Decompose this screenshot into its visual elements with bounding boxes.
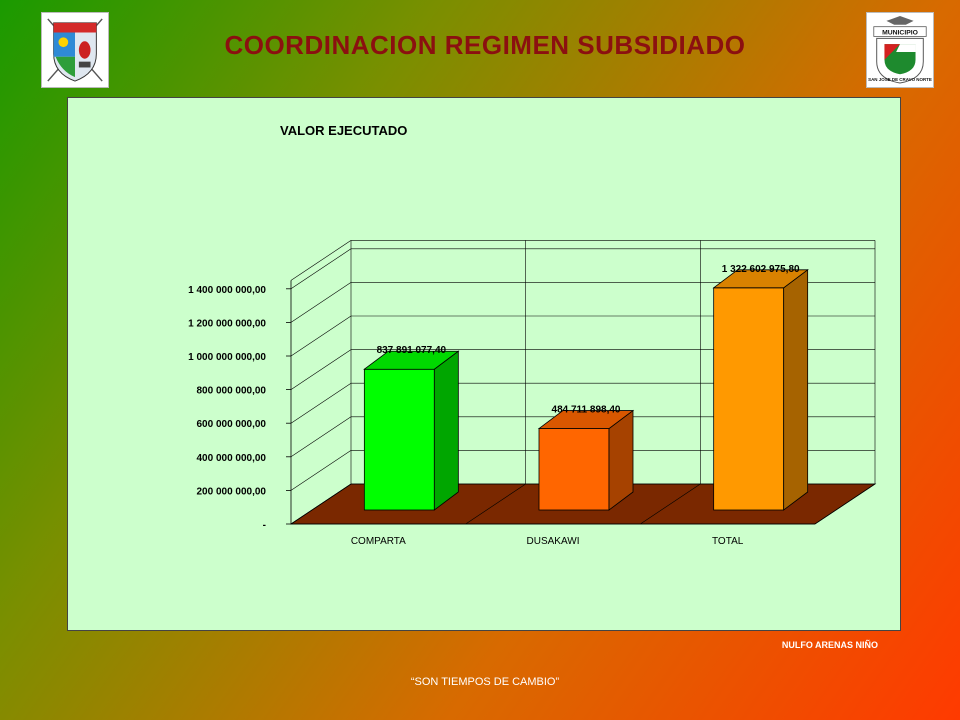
gridline-side bbox=[290, 450, 352, 491]
y-tick-label: 1 000 000 000,00 bbox=[188, 352, 266, 363]
gridline-side bbox=[290, 382, 352, 424]
data-label: 484 711 898,40 bbox=[552, 405, 621, 416]
bar-side bbox=[783, 269, 809, 511]
gridline-floor bbox=[465, 483, 526, 525]
bar-total bbox=[712, 269, 809, 511]
bar-comparta bbox=[363, 350, 460, 511]
gridline-side bbox=[290, 416, 352, 458]
bar-top bbox=[363, 350, 460, 370]
x-tick-label: COMPARTA bbox=[351, 536, 406, 547]
y-tick-label: 600 000 000,00 bbox=[196, 419, 266, 430]
gridline-side bbox=[290, 282, 352, 323]
data-label: 837 891 077,40 bbox=[377, 345, 447, 356]
author-name: NULFO ARENAS NIÑO bbox=[781, 640, 878, 650]
bar-top bbox=[712, 269, 809, 289]
bar-dusakawi bbox=[537, 409, 635, 511]
x-tick-label: DUSAKAWI bbox=[527, 536, 580, 547]
y-tick-label: 200 000 000,00 bbox=[196, 486, 266, 497]
bar-top bbox=[537, 410, 635, 429]
municipality-shield-icon: MUNICIPIO SAN JOSE DE CRAVO NORTE bbox=[866, 12, 934, 88]
y-tick-label: 800 000 000,00 bbox=[196, 386, 266, 397]
bar-side bbox=[433, 350, 459, 511]
gridline-floor bbox=[290, 483, 352, 525]
department-coat-of-arms-icon bbox=[41, 12, 109, 88]
y-tick-label: 400 000 000,00 bbox=[196, 453, 266, 464]
gridline-side bbox=[290, 315, 352, 357]
gridline-floor bbox=[640, 483, 701, 525]
chart-title: VALOR EJECUTADO bbox=[280, 123, 407, 138]
bar-front bbox=[363, 368, 435, 511]
gridline-side-top bbox=[290, 240, 352, 281]
slogan: “SON TIEMPOS DE CAMBIO” bbox=[410, 676, 560, 688]
logo-municipio-text: MUNICIPIO bbox=[882, 29, 918, 36]
y-tick-label: - bbox=[263, 520, 266, 531]
gridline-side bbox=[290, 248, 352, 290]
gridline-side bbox=[290, 349, 352, 390]
y-tick-label: 1 200 000 000,00 bbox=[188, 318, 266, 329]
bar-front bbox=[713, 287, 785, 511]
logo-town-text: SAN JOSE DE CRAVO NORTE bbox=[868, 77, 932, 82]
x-tick-label: TOTAL bbox=[712, 536, 744, 547]
bar-front bbox=[538, 428, 610, 511]
gridline-floor bbox=[814, 483, 876, 525]
y-tick-label: 1 400 000 000,00 bbox=[188, 285, 266, 296]
page-title: COORDINACION REGIMEN SUBSIDIADO bbox=[224, 30, 746, 60]
chart-panel: VALOR EJECUTADO - 200 000 000,00 400 000 0… bbox=[67, 97, 901, 631]
data-label: 1 322 602 975,80 bbox=[722, 264, 800, 275]
